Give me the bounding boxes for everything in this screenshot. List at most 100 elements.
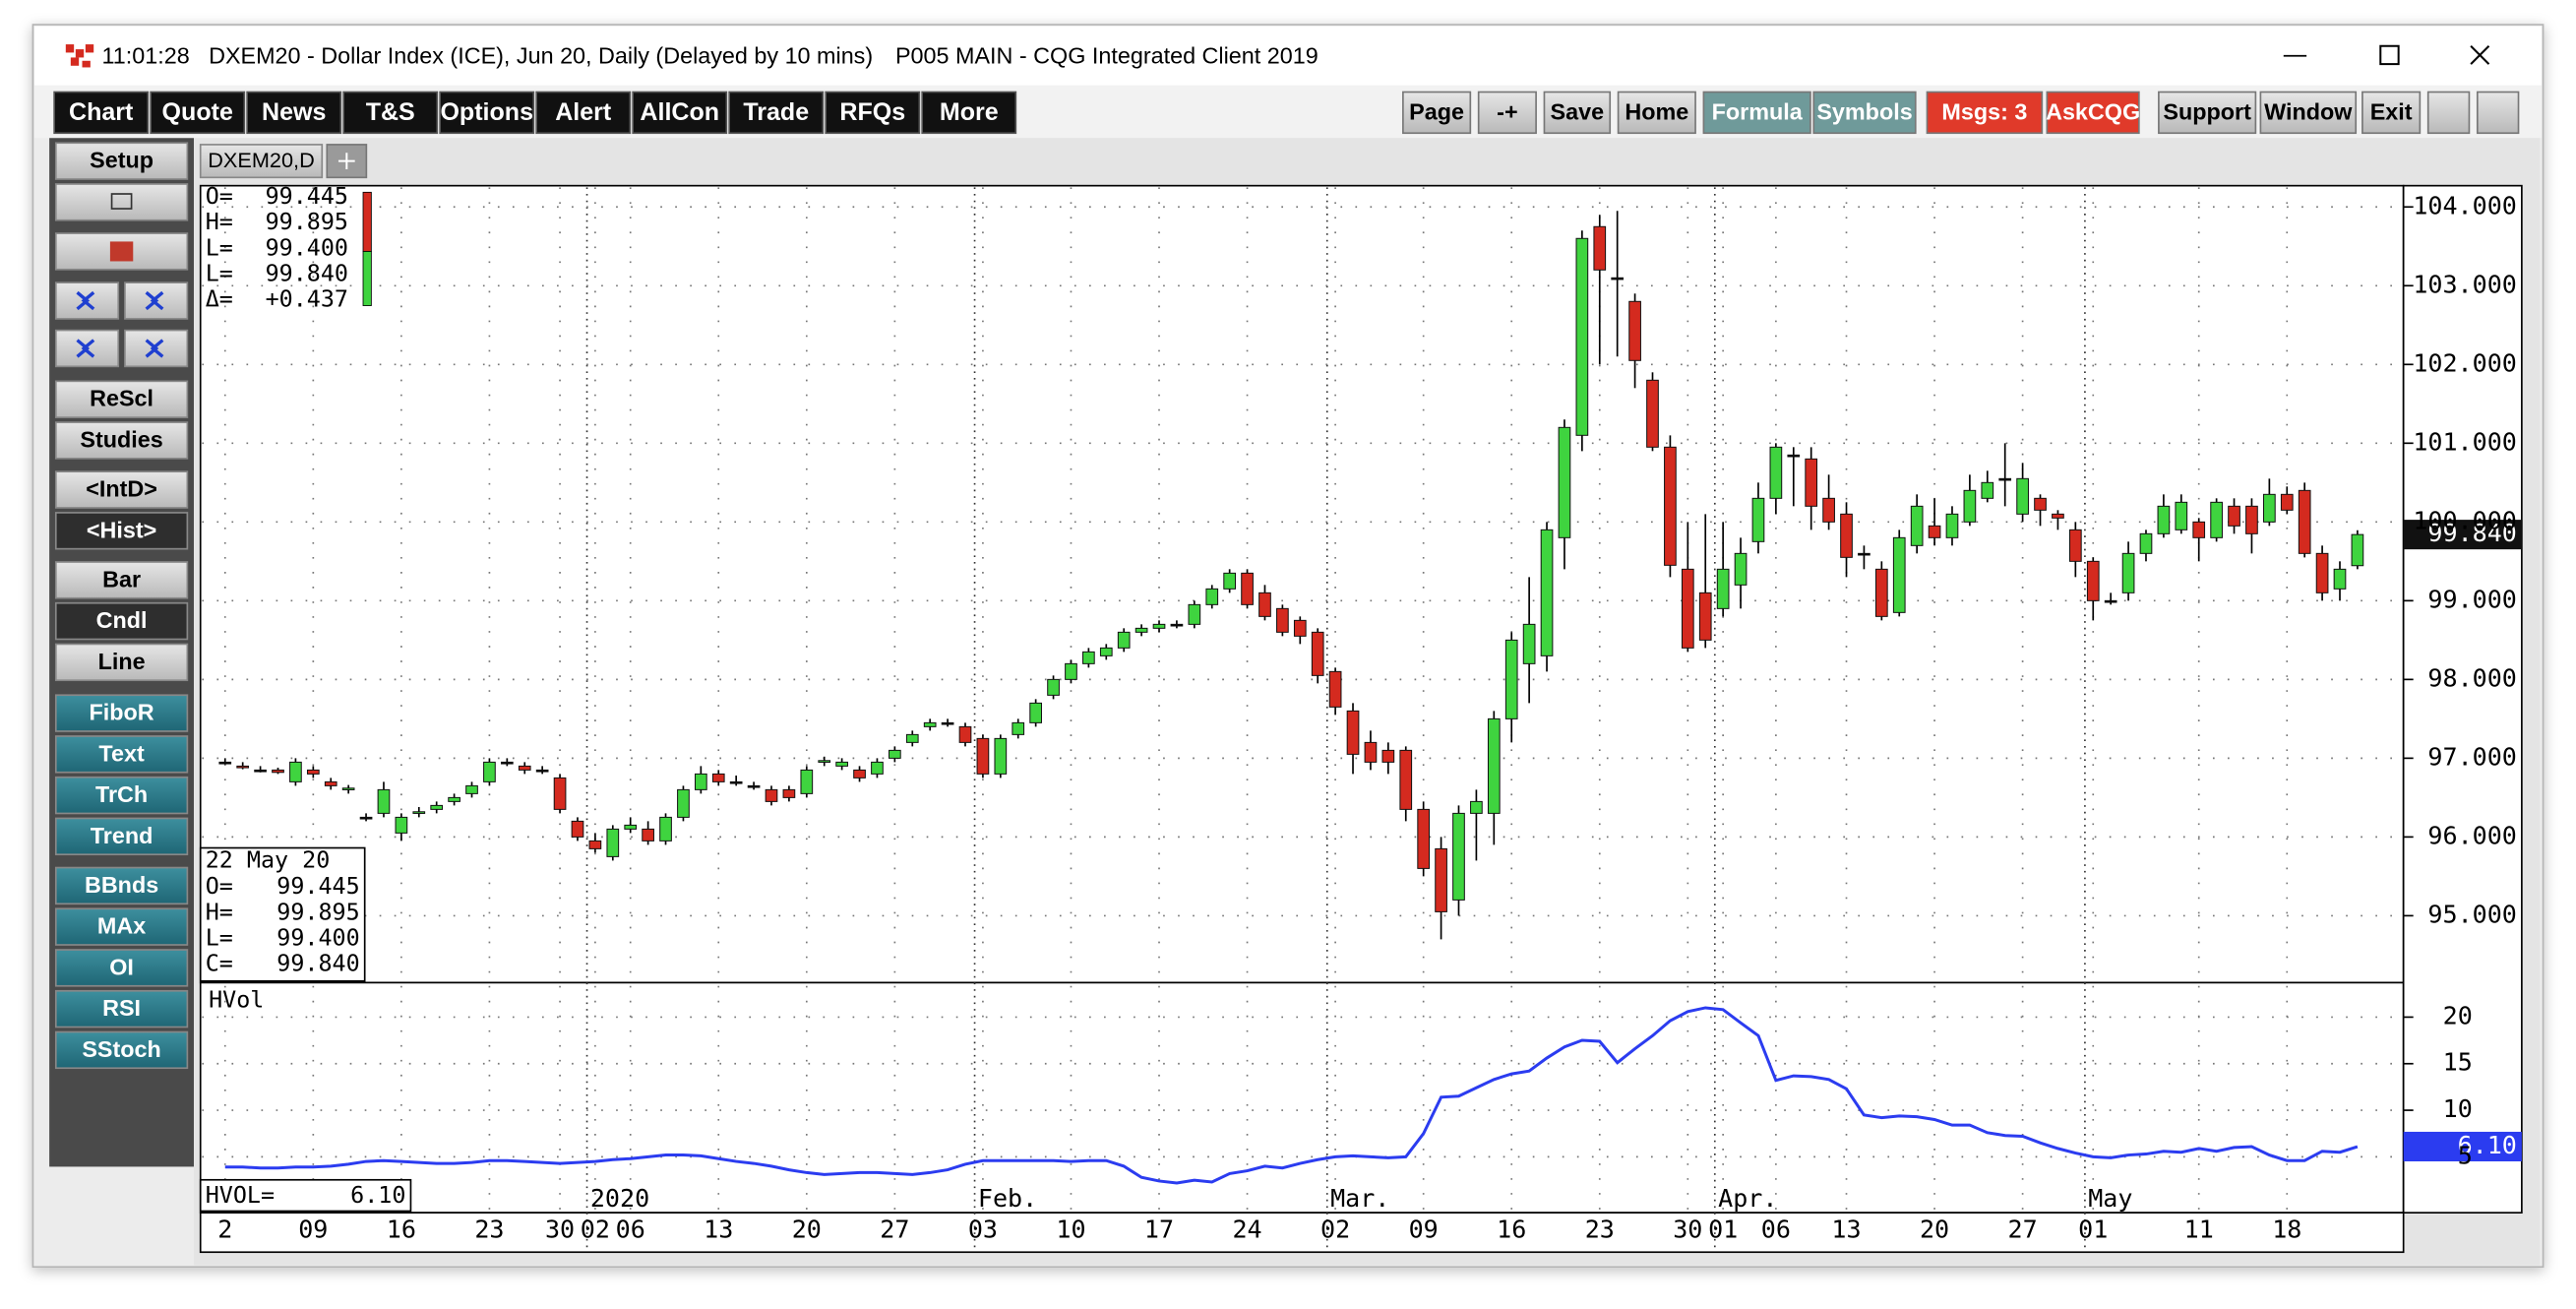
x-tick-label: 13 (704, 1216, 733, 1244)
toolbar-button[interactable] (1402, 91, 1472, 135)
toolbar-button-label: Trade (743, 98, 809, 126)
toolbar-button[interactable] (2046, 91, 2140, 135)
toolbar-button-label: Symbols (1816, 98, 1912, 124)
sidebar-button[interactable] (54, 643, 189, 682)
toolbar-button[interactable] (53, 91, 150, 135)
sidebar-button[interactable] (54, 949, 189, 987)
toolbar-button[interactable] (1702, 91, 1811, 135)
icon-button[interactable] (54, 183, 189, 221)
candle-body (1840, 513, 1853, 558)
y-tick-label: 15 (2443, 1048, 2473, 1077)
x-tick-label: 20 (1920, 1216, 1949, 1244)
x-tick-label: 11 (2184, 1216, 2214, 1244)
candle-body (1381, 749, 1395, 763)
toolbar-button[interactable] (632, 91, 728, 135)
readout-value: 99.445 (266, 182, 348, 210)
sidebar-button-label: FiboR (90, 700, 154, 725)
sidebar-button[interactable] (54, 817, 189, 856)
toolbar-button[interactable] (1926, 91, 2044, 135)
candle-body (1945, 513, 1959, 538)
sidebar-button[interactable] (54, 512, 189, 550)
candle-body (1751, 497, 1765, 542)
candle-body (765, 788, 778, 802)
toolbar-button[interactable] (342, 91, 439, 135)
toolbar-button[interactable] (2158, 91, 2257, 135)
toolbar-button[interactable] (921, 91, 1017, 135)
sidebar-button[interactable] (54, 142, 189, 180)
candle-body (1874, 568, 1888, 617)
sidebar-button[interactable] (54, 776, 189, 815)
toolbar-button-label: AskCQG (2046, 98, 2140, 124)
sidebar-button[interactable] (54, 380, 189, 418)
close-button[interactable] (2470, 45, 2490, 65)
month-label: Feb. (978, 1184, 1037, 1213)
help-button[interactable] (2476, 91, 2520, 135)
candle-body (1646, 379, 1659, 448)
toolbar-button[interactable] (1543, 91, 1612, 135)
toolbar-button[interactable] (825, 91, 921, 135)
title-bar (34, 26, 2542, 86)
candle-body (2192, 521, 2206, 538)
candle-body (571, 820, 584, 838)
sidebar-button[interactable] (54, 601, 189, 641)
chart-tab[interactable] (199, 144, 324, 179)
restore-button[interactable] (2426, 91, 2471, 135)
candle-body (1205, 588, 1219, 605)
candle-body (1963, 489, 1977, 523)
toolbar-button[interactable] (246, 91, 342, 135)
toolbar-button[interactable] (1477, 91, 1537, 135)
sidebar-button[interactable] (54, 421, 189, 460)
toolbar-button[interactable] (439, 91, 535, 135)
candle-body (2175, 501, 2188, 530)
sidebar-button[interactable] (54, 1030, 189, 1070)
toolbar-button[interactable] (1812, 91, 1917, 135)
candle-body (659, 816, 672, 842)
x-tick-label: 23 (1585, 1216, 1615, 1244)
printer-icon (110, 193, 133, 210)
toolbar-button[interactable] (1617, 91, 1696, 135)
price-panel (199, 184, 2405, 984)
candle-body (624, 824, 638, 830)
sidebar-button[interactable] (54, 470, 189, 509)
candle-body (1540, 529, 1554, 656)
x-tick-label: 02 (581, 1216, 610, 1244)
sidebar-button[interactable] (54, 866, 189, 905)
sidebar-button-label: Trend (91, 823, 153, 848)
readout-value: 99.895 (276, 898, 359, 925)
candle-body (606, 828, 620, 857)
hvol-readout-value: 6.10 (350, 1181, 405, 1209)
candle-body (1628, 300, 1641, 361)
sidebar-button-label: TrCh (95, 781, 148, 807)
toolbar-button[interactable] (2259, 91, 2358, 135)
toolbar-button-label: Page (1409, 98, 1464, 124)
x-tick-label: 27 (2008, 1216, 2038, 1244)
sidebar-button-label: <Hist> (87, 517, 156, 542)
toolbar-button[interactable] (535, 91, 632, 135)
candle-body (1558, 426, 1571, 538)
y-tick-label: 104.000 (2413, 191, 2517, 219)
candle-body (465, 784, 478, 794)
sidebar-button[interactable] (54, 694, 189, 732)
candle-body (1328, 670, 1342, 708)
candle-body (1293, 619, 1307, 637)
export-icon (109, 241, 134, 262)
candle-body (2157, 505, 2171, 534)
toolbar-button[interactable] (2361, 91, 2422, 135)
sidebar-button[interactable] (54, 735, 189, 774)
toolbar-button[interactable] (728, 91, 825, 135)
sidebar-button[interactable] (54, 989, 189, 1028)
candle-body (941, 721, 954, 725)
sidebar-button-label: Line (98, 649, 146, 674)
candle-body (853, 769, 866, 779)
sidebar-button[interactable] (54, 907, 189, 946)
candle-body (500, 761, 514, 765)
toolbar-button-label: Window (2264, 98, 2353, 124)
toolbar-button[interactable] (150, 91, 246, 135)
hvol-readout-box (199, 1178, 412, 1213)
x-tick-label: 18 (2272, 1216, 2301, 1244)
chart-tab-label: DXEM20,D (208, 148, 314, 172)
candle-body (2263, 493, 2276, 523)
maximize-button[interactable] (2379, 44, 2400, 66)
candle-body (306, 769, 320, 775)
sidebar-button[interactable] (54, 561, 189, 599)
